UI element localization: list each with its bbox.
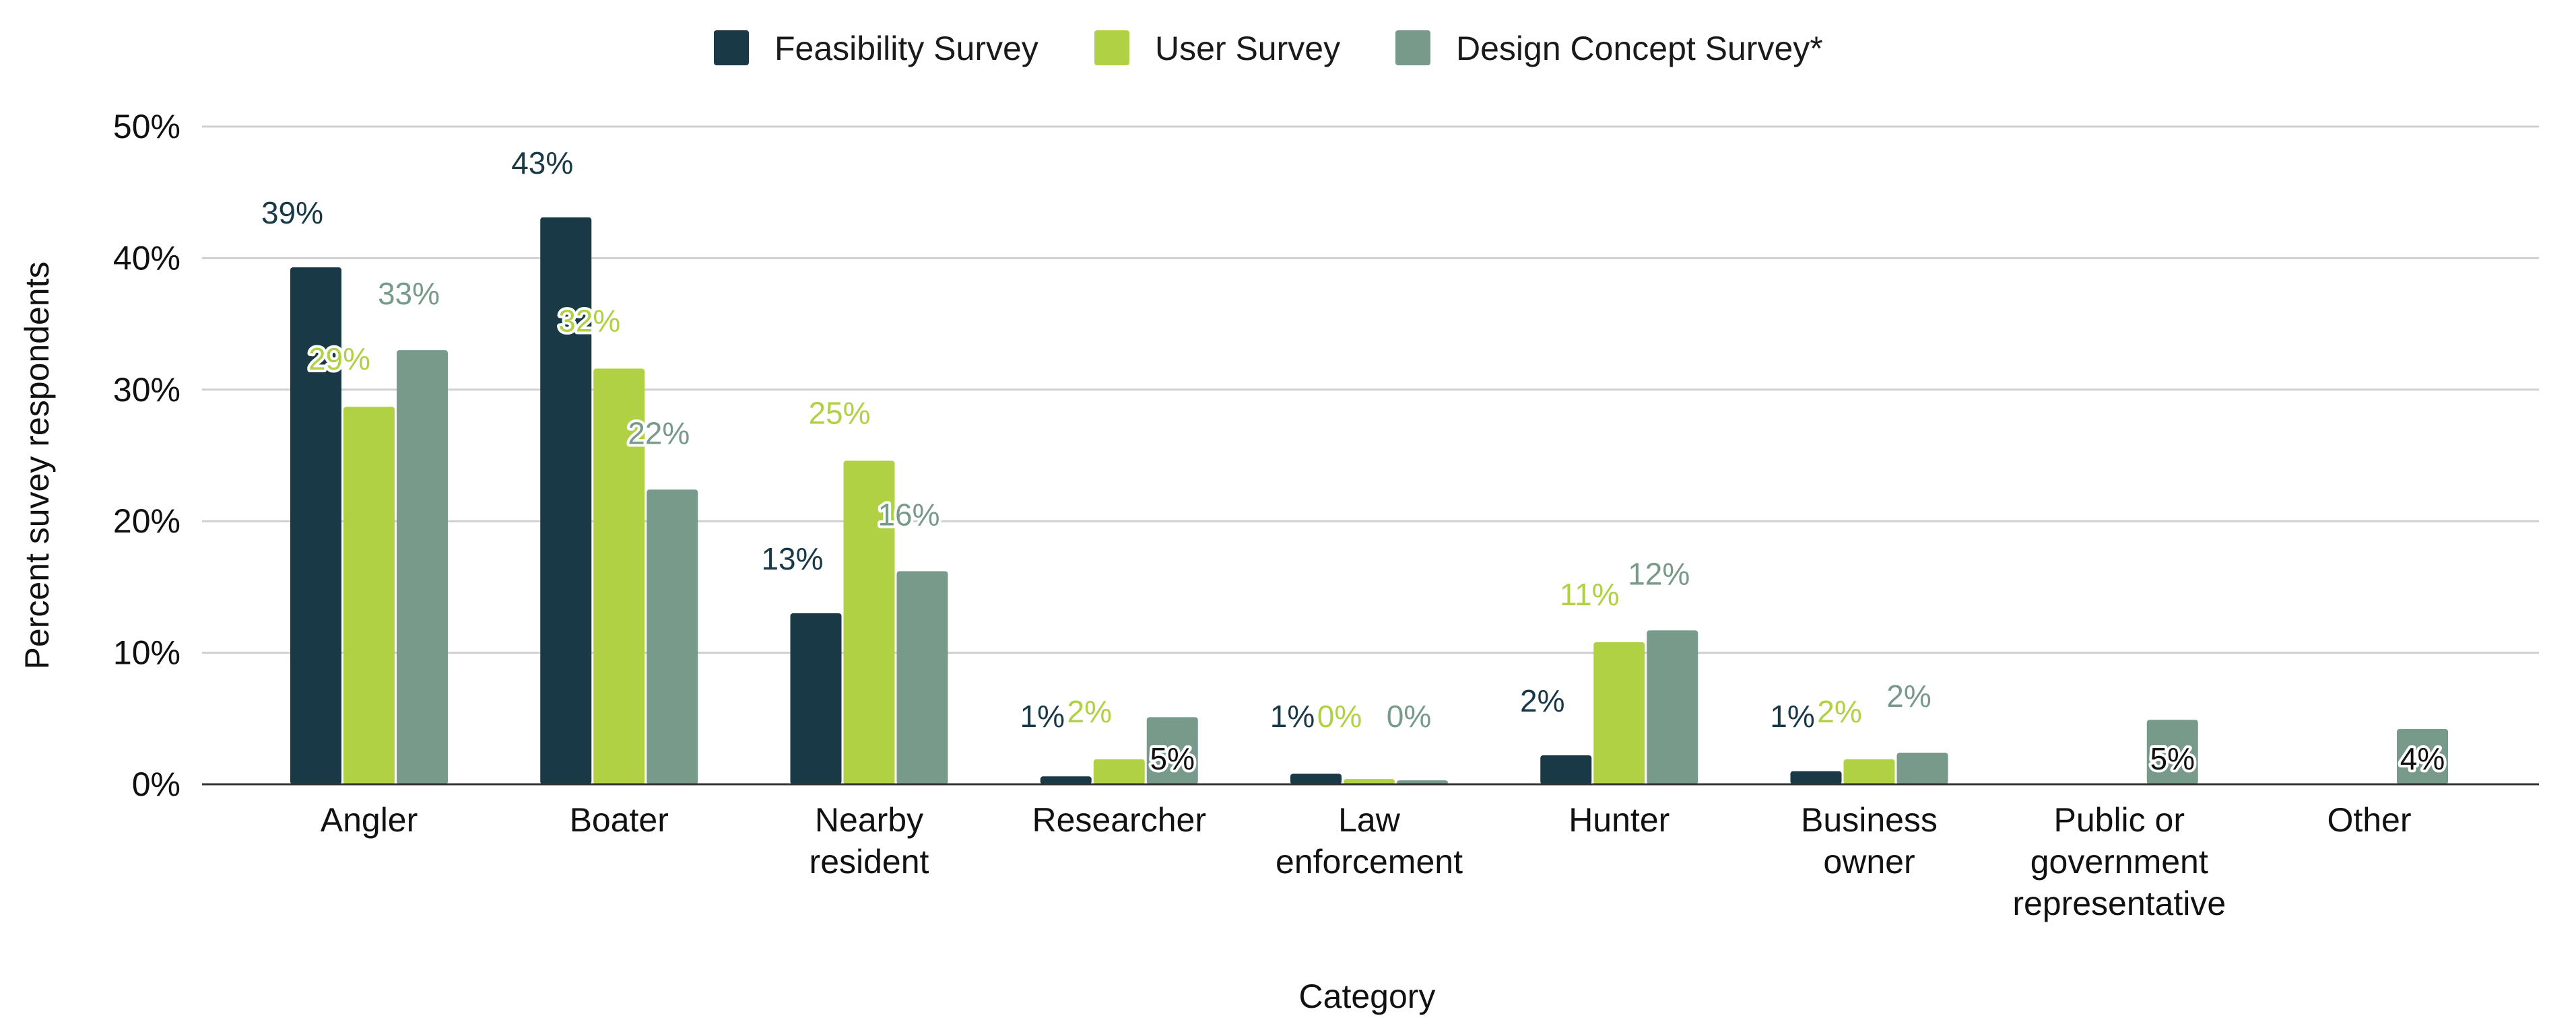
data-label: 32%: [558, 304, 620, 339]
y-tick-label: 10%: [113, 634, 180, 672]
bar: [397, 350, 448, 784]
x-tick-label: Nearby: [815, 801, 923, 839]
y-tick-label: 0%: [132, 765, 180, 803]
x-tick-label: Hunter: [1568, 801, 1670, 839]
data-label: 5%: [2150, 741, 2195, 776]
x-tick-label: Angler: [321, 801, 418, 839]
x-axis-title: Category: [1299, 977, 1436, 1015]
data-label: 2%: [1067, 694, 1112, 729]
x-tick-label: Public or: [2053, 801, 2185, 839]
gridlines: [202, 125, 2539, 654]
x-tick-label: Law: [1338, 801, 1401, 839]
bar: [2146, 720, 2198, 784]
y-axis-ticks: 0% 10% 20% 30% 40% 50%: [113, 108, 180, 803]
legend-swatch: [1094, 30, 1129, 65]
data-label: 0%: [1317, 699, 1362, 734]
bar: [1040, 776, 1092, 784]
data-label: 11%: [1560, 577, 1620, 612]
legend-label: User Survey: [1155, 30, 1340, 67]
data-label: 43%: [511, 145, 573, 180]
bar: [647, 489, 698, 784]
legend-label: Design Concept Survey*: [1456, 30, 1823, 67]
y-tick-label: 50%: [113, 108, 180, 145]
data-label: 25%: [808, 395, 870, 430]
data-label: 2%: [1817, 694, 1861, 729]
data-label: 12%: [1628, 556, 1690, 591]
y-tick-label: 20%: [113, 502, 180, 540]
y-tick-label: 30%: [113, 371, 180, 409]
bar: [843, 460, 895, 784]
data-label: 1%: [1020, 699, 1065, 734]
data-label: 1%: [1770, 699, 1814, 734]
x-tick-label: Other: [2327, 801, 2411, 839]
bar: [2397, 728, 2448, 784]
x-tick-label: Business: [1801, 801, 1938, 839]
bar: [1540, 755, 1592, 784]
bar: [896, 571, 948, 784]
legend-label: Feasibility Survey: [774, 30, 1038, 67]
data-label: 2%: [1886, 679, 1931, 714]
data-label: 1%: [1270, 699, 1315, 734]
x-tick-label: Boater: [570, 801, 669, 839]
bar: [1843, 759, 1895, 784]
bar: [1790, 771, 1842, 784]
bar: [290, 267, 341, 784]
data-label: 0%: [1387, 699, 1431, 734]
bar: [343, 407, 395, 784]
x-tick-label: enforcement: [1276, 843, 1463, 881]
y-axis-title: Percent suvey respondents: [18, 262, 56, 670]
bar: [1593, 642, 1645, 784]
legend-swatch: [714, 30, 749, 65]
legend-swatch: [1395, 30, 1430, 65]
bar: [790, 613, 842, 784]
data-labels: 39%29%33%43%32%22%13%25%16%1% 2%5%1% 0% 0% 2…: [259, 143, 2447, 779]
data-label: 22%: [628, 415, 690, 450]
bar: [1290, 774, 1342, 784]
bar: [540, 217, 592, 784]
x-tick-label: Researcher: [1032, 801, 1206, 839]
data-label: 39%: [261, 195, 323, 230]
x-tick-label: government: [2030, 843, 2208, 881]
bar: [593, 368, 645, 784]
bar: [1146, 717, 1198, 784]
bar: [1647, 630, 1698, 784]
bar: [1896, 753, 1948, 784]
data-label: 5%: [1150, 741, 1195, 776]
data-label: 33%: [378, 276, 440, 311]
data-label: 29%: [308, 341, 370, 376]
y-tick-label: 40%: [113, 239, 180, 277]
x-axis-ticks: Angler Boater Nearby resident Researcher Law e…: [321, 801, 2412, 922]
data-label: 16%: [878, 497, 939, 532]
legend: Feasibility Survey User Survey Design Conc…: [714, 30, 1823, 67]
bars: [290, 217, 2448, 784]
data-label: 13%: [761, 541, 823, 576]
bar: [1344, 779, 1395, 784]
bar: [1093, 759, 1145, 784]
data-label: 4%: [2400, 741, 2445, 776]
x-tick-label: owner: [1823, 843, 1915, 881]
x-tick-label: representative: [2012, 885, 2226, 922]
data-label: 2%: [1520, 683, 1564, 718]
x-tick-label: resident: [810, 843, 929, 881]
